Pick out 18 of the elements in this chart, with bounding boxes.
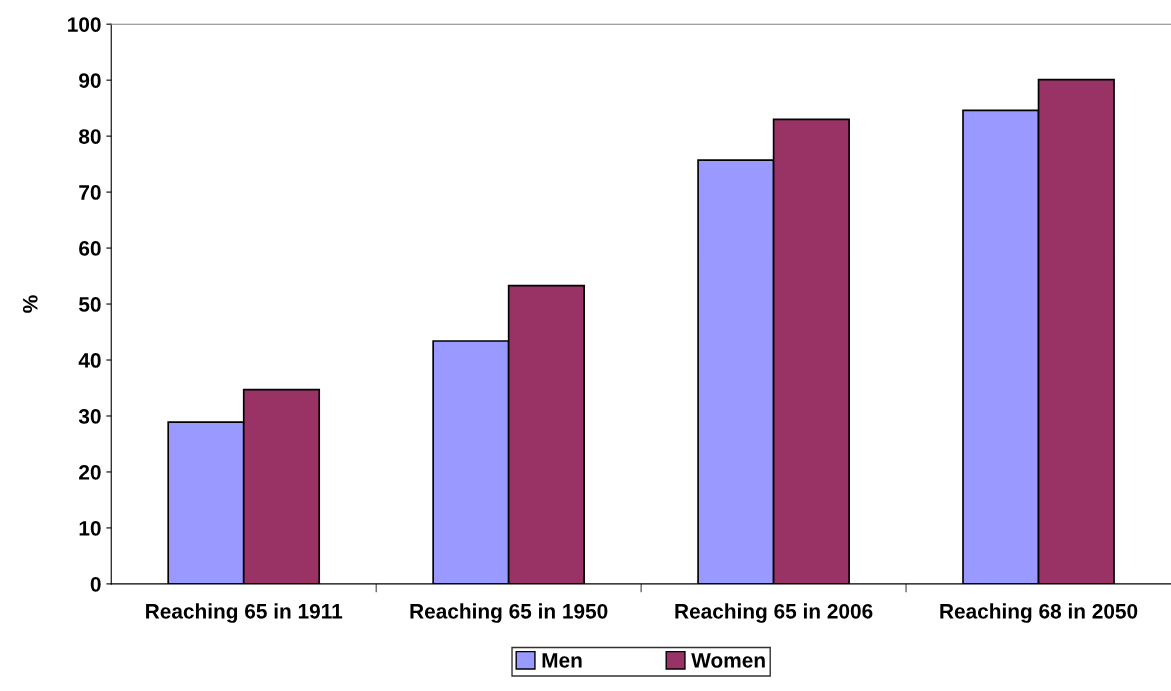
y-tick-label: 50 (78, 297, 101, 312)
x-tick-label: Reaching 65 in 2006 (675, 603, 873, 623)
y-tick-label: 90 (79, 73, 101, 88)
y-tick-label: 40 (78, 353, 101, 368)
x-tick-label: Reaching 68 in 2050 (940, 603, 1138, 623)
x-tick-label: Reaching 65 in 1911 (146, 603, 343, 623)
y-tick-label: 60 (79, 241, 101, 256)
y-tick-label: 20 (79, 464, 101, 480)
y-tick-label: 30 (78, 408, 101, 424)
legend-label: Men (542, 653, 582, 668)
y-axis-title: % (22, 295, 38, 313)
legend-label: Women (691, 653, 765, 668)
y-tick-label: 10 (79, 520, 101, 536)
y-tick-label: 70 (79, 185, 101, 200)
y-tick-label: 80 (79, 129, 101, 144)
y-tick-label: 100 (68, 17, 101, 32)
x-tick-label: Reaching 65 in 1950 (410, 603, 608, 623)
y-tick-label: 0 (90, 576, 101, 592)
